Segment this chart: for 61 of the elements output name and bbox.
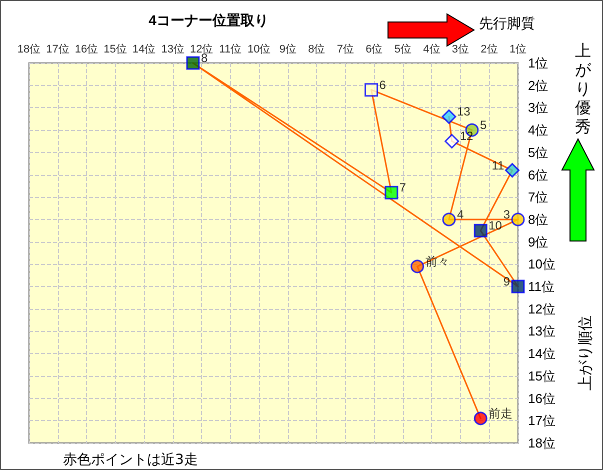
x-tick-label: 9位 xyxy=(279,44,296,56)
x-tick-label: 17位 xyxy=(46,44,70,56)
y-tick-label: 10位 xyxy=(528,256,556,272)
point xyxy=(511,280,525,294)
x-tick-label: 7位 xyxy=(336,44,354,56)
point xyxy=(364,83,378,97)
point xyxy=(384,186,398,200)
x-tick-label: 11位 xyxy=(219,44,242,56)
text: 赤色ポイントは近3走 xyxy=(63,451,198,469)
x-tick-label: 18位 xyxy=(17,44,41,56)
text: 上がり優秀 xyxy=(575,41,591,136)
x-tick-label: 6位 xyxy=(366,44,383,56)
annotation: 10 xyxy=(488,218,502,233)
x-tick-label: 15位 xyxy=(104,44,127,56)
x-tick-label: 10位 xyxy=(247,44,271,56)
x-axis-title: 4コーナー位置取り xyxy=(148,12,268,28)
y-tick-label: 5位 xyxy=(528,144,548,160)
annotation: 6 xyxy=(379,78,386,92)
point xyxy=(511,212,525,226)
y-axis-title: 上がり順位 xyxy=(577,316,594,390)
y-tick-label: 13位 xyxy=(528,324,556,339)
annotation: 前走 xyxy=(488,406,513,420)
point xyxy=(474,224,488,238)
x-tick-label: 1位 xyxy=(509,44,527,56)
annotation: 5 xyxy=(480,118,487,132)
x-tick-label: 2位 xyxy=(480,44,498,56)
annotation: 4 xyxy=(456,207,464,222)
x-tick-label: 12位 xyxy=(190,44,214,56)
y-tick-label: 18位 xyxy=(528,436,556,450)
x-tick-label: 4位 xyxy=(423,44,440,56)
x-tick-label: 13位 xyxy=(161,44,184,56)
y-tick-label: 3位 xyxy=(528,100,548,116)
annotation: 3 xyxy=(503,207,510,222)
y-tick-label: 17位 xyxy=(528,413,556,428)
point xyxy=(444,134,460,148)
y-tick-label: 16位 xyxy=(528,390,556,406)
point xyxy=(474,412,488,426)
x-tick-label: 14位 xyxy=(132,44,156,56)
point xyxy=(186,56,200,70)
x-tick-label: 5位 xyxy=(394,44,412,56)
y-tick-label: 8位 xyxy=(528,212,548,227)
annotation: 7 xyxy=(399,180,406,195)
text: 先行脚質 xyxy=(479,15,535,33)
point xyxy=(442,212,456,226)
x-tick-label: 16位 xyxy=(74,44,98,56)
y-tick-label: 12位 xyxy=(528,301,556,316)
y-tick-label: 14位 xyxy=(528,346,556,362)
y-tick-label: 2位 xyxy=(528,78,548,93)
point xyxy=(504,163,520,178)
y-tick-label: 15位 xyxy=(528,368,556,384)
y-tick-label: 6位 xyxy=(528,167,548,182)
y-tick-label: 4位 xyxy=(528,122,548,138)
y-tick-label: 9位 xyxy=(528,234,548,250)
x-tick-label: 8位 xyxy=(308,44,326,56)
annotation: 13 xyxy=(456,104,471,119)
point xyxy=(410,260,424,274)
y-tick-label: 11位 xyxy=(528,279,554,294)
y-tick-label: 1位 xyxy=(528,56,548,70)
point xyxy=(442,109,456,124)
x-tick-label: 3位 xyxy=(452,44,470,56)
y-tick-label: 7位 xyxy=(528,190,548,205)
